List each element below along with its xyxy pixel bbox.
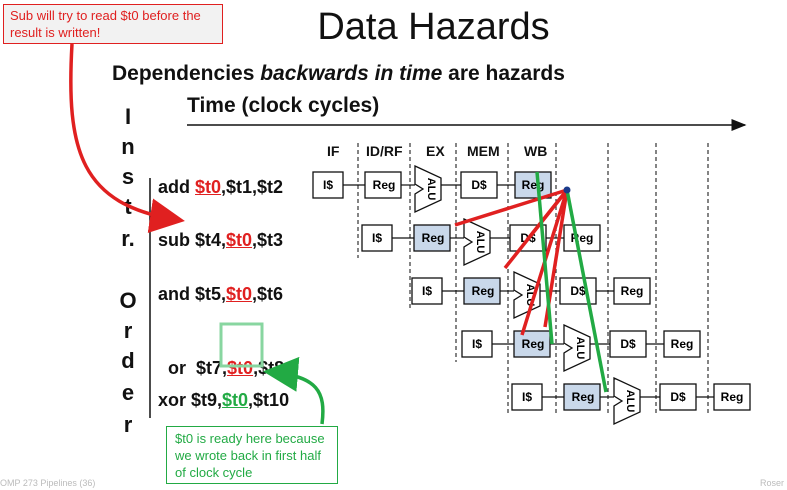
axis-letter: e [121,380,135,405]
imem-label: I$ [522,390,532,404]
stage-label-ex: EX [426,143,445,159]
alu-label: ALU [624,390,636,413]
axis-letter: I [124,104,132,129]
alu-shape [414,164,442,214]
reg-label: Reg [572,390,595,404]
reg-label: Reg [721,390,744,404]
instruction-and: and $t5,$t0,$t6 [158,284,284,304]
hazard-callout: Sub will try to read $t0 before the resu… [3,4,223,44]
pipeline-row: I$ Reg ALU D$ Reg [461,323,701,373]
reg-label: Reg [671,337,694,351]
reg-read-box [364,171,402,199]
imem-label: I$ [422,284,432,298]
pipeline-row: I$ Reg ALU D$ Reg [511,376,751,426]
reg-write-box [663,330,701,358]
reg-write-box [563,224,601,252]
stage-label-id: ID/RF [366,143,403,159]
reg-read-box [413,224,451,252]
alu-shape [563,323,591,373]
hazard-line [525,188,569,242]
imem-box [312,171,344,199]
imem-box [411,277,443,305]
reg-label: Reg [522,178,545,192]
reg-write-box [613,277,651,305]
ready-callout-arrow [263,356,325,425]
time-axis-label: Time (clock cycles) [187,94,380,117]
cycle-grid [357,143,709,415]
reg-write-box [713,383,751,411]
axis-letter: r [123,412,133,437]
stage-label-mem: MEM [467,143,500,159]
axis-letter: r. [121,226,135,251]
imem-box [361,224,393,252]
reg-label: Reg [373,178,396,192]
dmem-label: D$ [670,390,686,404]
reg-read-box [563,383,601,411]
footer-course: OMP 273 Pipelines (36) [0,478,96,488]
alu-shape [463,217,491,267]
alu-label: ALU [425,178,437,201]
reg-label: Reg [522,337,545,351]
stage-label-if: IF [327,143,340,159]
imem-label: I$ [372,231,382,245]
ok-line [535,171,554,345]
instruction-add: add $t0,$t1,$t2 [158,177,284,197]
reg-write-box [514,171,552,199]
axis-letter: O [119,288,137,313]
imem-box [511,383,543,411]
alu-shape [613,376,641,426]
pipeline-row: I$ Reg ALU D$ Reg [312,164,552,214]
dmem-label: D$ [620,337,636,351]
dmem-box [609,330,647,358]
reg-label: Reg [472,284,495,298]
reg-label: Reg [422,231,445,245]
slide-title: Data Hazards [317,6,550,48]
dependency-lines [454,171,608,393]
axis-letter: d [121,348,135,373]
imem-label: I$ [472,337,482,351]
ready-callout: $t0 is ready here because we wrote back … [166,426,338,484]
instruction-sub: sub $t4,$t0,$t3 [158,230,284,250]
footer-author: Roser [760,478,785,488]
alu-shape [513,270,541,320]
alu-label: ALU [474,231,486,254]
stage-label-wb: WB [524,143,548,159]
dmem-label: D$ [471,178,487,192]
wb-source-dot [563,186,571,194]
or-t0-highlight [219,322,264,368]
slide-subtitle: Dependencies backwards in time are hazar… [112,62,565,85]
dmem-box [460,171,498,199]
imem-label: I$ [323,178,333,192]
ok-line [565,189,608,393]
instruction-xor: xor $t9,$t0,$t10 [158,390,290,410]
reg-label: Reg [621,284,644,298]
axis-letter: n [121,134,135,159]
reg-read-box [513,330,551,358]
dmem-label: D$ [570,284,586,298]
hazard-callout-arrow [69,43,185,234]
axis-letter: r [123,318,133,343]
alu-label: ALU [574,337,586,360]
axis-letter: s [121,164,135,189]
hazard-line [454,188,568,227]
